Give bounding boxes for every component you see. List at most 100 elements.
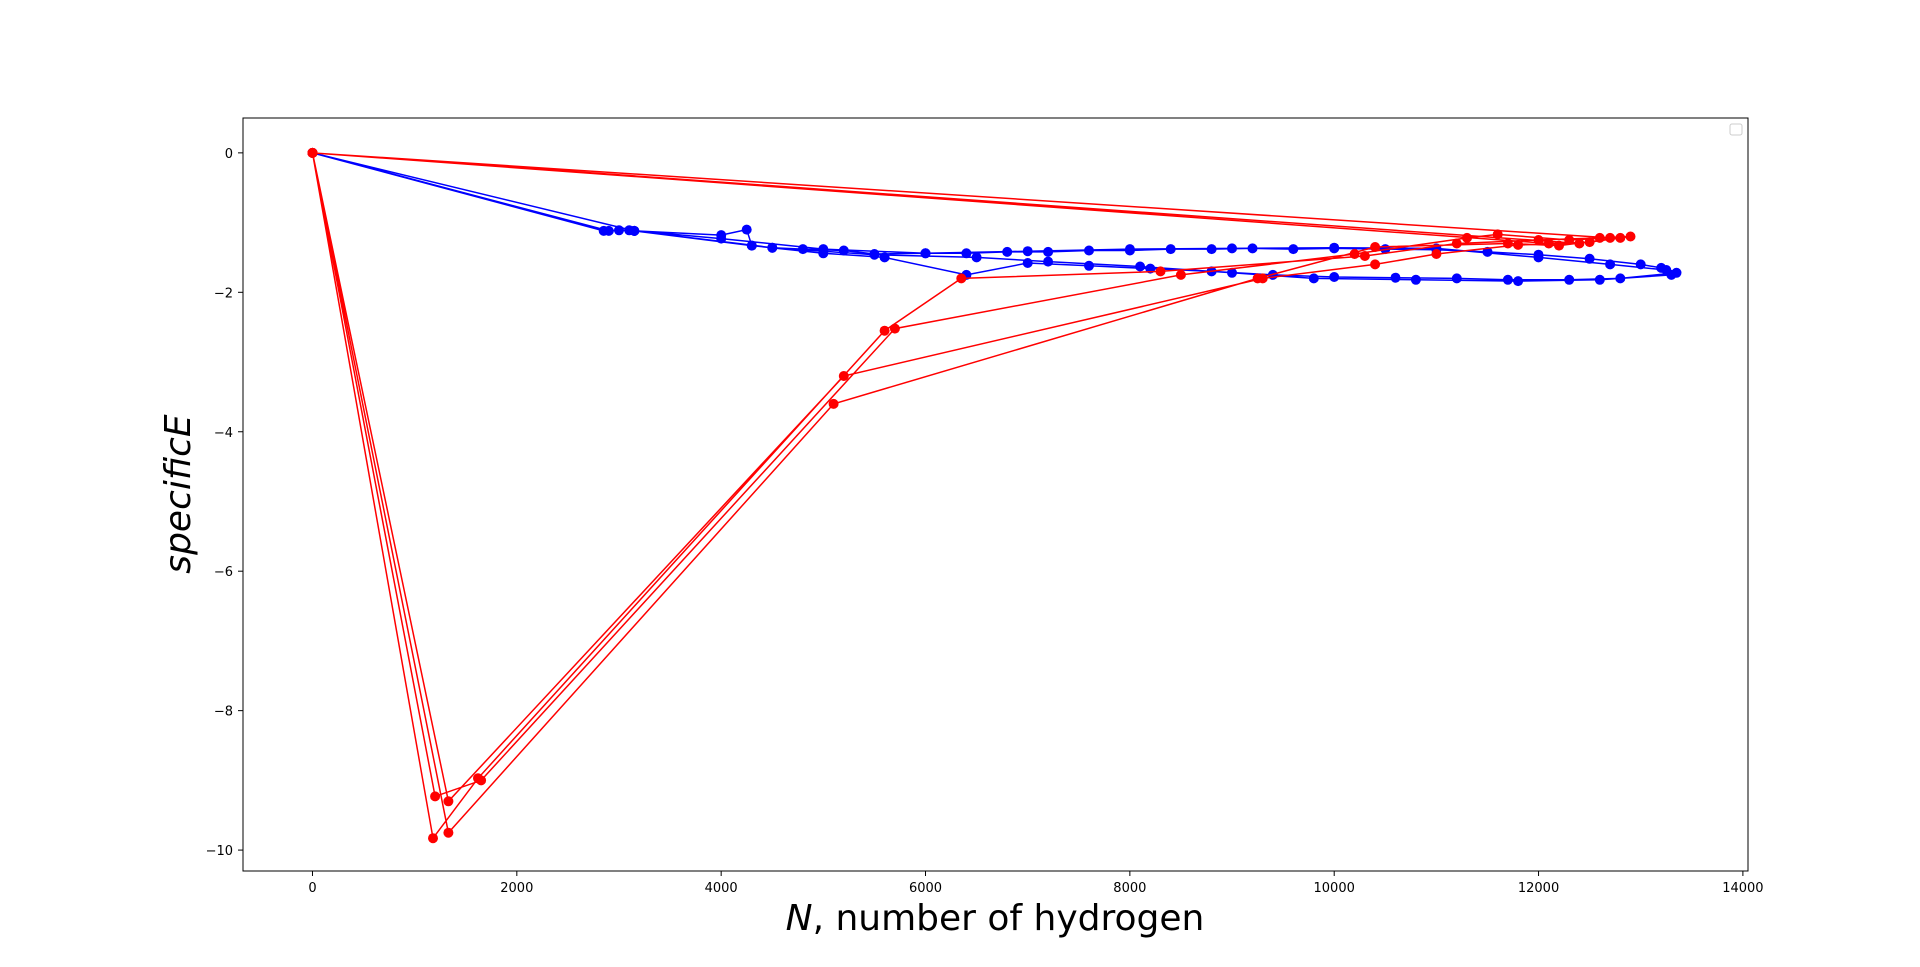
x-tick-label: 0 — [308, 881, 316, 896]
data-point — [1410, 274, 1421, 285]
data-point — [1370, 242, 1381, 252]
data-point — [629, 225, 640, 236]
x-axis-ticks: 0 2000 4000 6000 8000 10000 12000 14000 — [308, 871, 1764, 896]
data-point — [1502, 274, 1513, 285]
data-point — [1462, 232, 1472, 243]
data-point — [1135, 261, 1146, 272]
y-tick-label: −2 — [214, 286, 233, 301]
data-point — [869, 249, 880, 260]
x-tick-label: 6000 — [909, 881, 942, 896]
data-point — [956, 273, 967, 284]
data-point — [603, 225, 614, 236]
data-point — [1502, 238, 1513, 249]
data-point — [1155, 266, 1166, 277]
data-point — [1022, 246, 1033, 257]
data-point — [1175, 269, 1186, 280]
data-point — [879, 252, 890, 263]
y-tick-label: −10 — [206, 844, 233, 859]
x-tick-label: 12000 — [1518, 881, 1559, 896]
data-point — [1554, 240, 1564, 251]
data-point — [1288, 244, 1299, 255]
data-point — [1625, 231, 1636, 242]
data-point — [1533, 252, 1544, 263]
data-point — [430, 791, 441, 802]
data-point — [1584, 253, 1595, 264]
x-tick-label: 8000 — [1113, 881, 1146, 896]
data-point — [971, 252, 982, 263]
data-point — [1002, 246, 1013, 257]
data-point — [1084, 245, 1094, 256]
plot-area — [242, 117, 1749, 872]
y-tick-label: −4 — [214, 426, 233, 441]
data-point — [1370, 259, 1381, 270]
data-point — [1574, 238, 1585, 249]
legend-box — [1729, 123, 1743, 136]
x-tick-label: 14000 — [1722, 881, 1763, 896]
data-point — [1594, 232, 1605, 243]
data-point — [443, 796, 454, 807]
data-point — [614, 225, 624, 236]
data-point — [1084, 260, 1094, 271]
x-tick-label: 2000 — [500, 881, 533, 896]
data-point — [1605, 259, 1616, 270]
data-point — [767, 242, 778, 253]
y-tick-label: −8 — [214, 705, 233, 720]
data-point — [741, 224, 752, 235]
data-point — [1584, 237, 1595, 248]
x-axis-label-symbol: N — [786, 898, 813, 939]
x-tick-label: 10000 — [1314, 881, 1355, 896]
data-point — [1359, 251, 1370, 261]
y-tick-label: −6 — [214, 565, 233, 580]
data-point — [716, 233, 727, 244]
y-axis-ticks: 0 −2 −4 −6 −8 −10 — [206, 147, 243, 859]
x-axis-label: N, number of hydrogen — [786, 898, 1205, 939]
data-point — [1594, 274, 1605, 285]
series-1 — [307, 147, 1682, 287]
data-point — [838, 371, 849, 381]
data-point — [1543, 238, 1554, 249]
data-point — [1564, 274, 1575, 285]
data-point — [889, 323, 900, 334]
data-point — [1564, 235, 1575, 245]
data-point — [1513, 239, 1524, 250]
data-point — [961, 248, 972, 259]
data-point — [1615, 232, 1626, 243]
data-point — [746, 240, 757, 251]
y-axis-label: specificE — [158, 414, 199, 574]
data-point — [428, 833, 438, 844]
data-point — [797, 244, 808, 255]
x-axis-label-text: , number of hydrogen — [813, 898, 1205, 939]
data-point — [1635, 259, 1646, 270]
data-point — [1605, 232, 1616, 243]
data-point — [1451, 273, 1462, 284]
data-point — [1206, 244, 1217, 255]
data-point — [879, 325, 890, 336]
data-point — [1482, 246, 1493, 257]
data-point — [1165, 244, 1176, 255]
data-point — [1043, 246, 1054, 257]
data-point — [1227, 267, 1237, 278]
series-layer — [307, 147, 1682, 844]
data-point — [818, 244, 829, 255]
data-point — [1227, 243, 1237, 254]
data-point — [1329, 272, 1340, 282]
data-point — [828, 398, 839, 409]
data-point — [476, 775, 487, 786]
data-point — [1666, 269, 1677, 280]
data-point — [1349, 249, 1360, 259]
data-point — [920, 248, 931, 259]
y-tick-label: 0 — [225, 147, 233, 162]
data-point — [1390, 272, 1401, 283]
data-point — [1043, 256, 1054, 267]
data-point — [443, 827, 454, 838]
data-point — [838, 245, 849, 256]
data-point — [1431, 249, 1442, 259]
data-point — [1124, 244, 1135, 255]
data-point — [1022, 258, 1033, 268]
x-tick-label: 4000 — [705, 881, 738, 896]
data-point — [1513, 276, 1524, 287]
data-point — [1533, 235, 1544, 245]
data-point — [1252, 273, 1263, 284]
data-point — [307, 147, 318, 158]
